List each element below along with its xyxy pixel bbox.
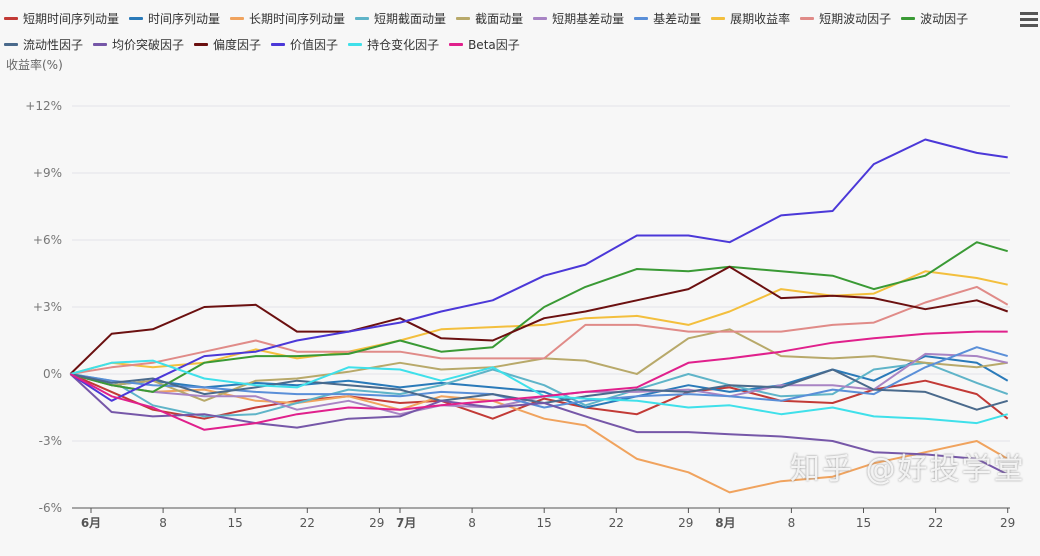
legend-swatch bbox=[533, 16, 548, 20]
x-tick-label: 6月 bbox=[81, 516, 101, 530]
legend-swatch bbox=[230, 16, 245, 20]
legend-swatch bbox=[129, 16, 144, 20]
series-line[interactable] bbox=[70, 285, 1009, 375]
x-tick-label: 22 bbox=[609, 516, 624, 530]
y-axis-label: 收益率(%) bbox=[6, 58, 63, 72]
x-tick-label: 15 bbox=[537, 516, 552, 530]
legend-label: 均价突破因子 bbox=[112, 37, 185, 52]
legend-swatch bbox=[634, 16, 649, 20]
x-tick-label: 8 bbox=[788, 516, 796, 530]
legend-label: 流动性因子 bbox=[23, 37, 84, 52]
legend-item[interactable]: 短期波动因子 bbox=[800, 8, 891, 28]
legend-swatch bbox=[194, 42, 209, 46]
x-tick-label: 8 bbox=[159, 516, 167, 530]
legend-label: 偏度因子 bbox=[213, 37, 262, 52]
series-line[interactable] bbox=[70, 241, 1008, 393]
series-line[interactable] bbox=[69, 330, 1008, 431]
x-tick-label: 29 bbox=[369, 516, 384, 530]
legend-item[interactable]: 短期基差动量 bbox=[533, 8, 624, 28]
legend-swatch bbox=[348, 42, 363, 46]
series-line[interactable] bbox=[69, 265, 1009, 375]
watermark: 知乎 @好投学堂 bbox=[790, 452, 1026, 487]
x-tick-label: 29 bbox=[678, 516, 693, 530]
legend-label: 短期截面动量 bbox=[374, 11, 447, 26]
series-line[interactable] bbox=[69, 373, 1009, 476]
y-tick-label: +12% bbox=[25, 99, 62, 113]
x-tick-label: 8月 bbox=[715, 516, 735, 530]
legend-item[interactable]: 截面动量 bbox=[456, 8, 523, 28]
x-tick-label: 29 bbox=[1000, 516, 1015, 530]
legend-label: 短期波动因子 bbox=[819, 11, 892, 26]
legend-item[interactable]: 价值因子 bbox=[271, 34, 338, 54]
chart-header: 短期时间序列动量 时间序列动量 长期时间序列动量 短期截面动量 截面动量 短期基差动量 基差… bbox=[4, 8, 1014, 72]
legend-item[interactable]: 长期时间序列动量 bbox=[230, 8, 345, 28]
legend-item[interactable]: 偏度因子 bbox=[194, 34, 261, 54]
series-line[interactable] bbox=[70, 346, 1008, 409]
menu-icon[interactable] bbox=[1020, 12, 1038, 30]
legend-item[interactable]: 均价突破因子 bbox=[93, 34, 184, 54]
legend-swatch bbox=[456, 16, 471, 20]
legend-item[interactable]: 流动性因子 bbox=[4, 34, 83, 54]
y-tick-label: +6% bbox=[33, 233, 62, 247]
legend-item[interactable]: 持仓变化因子 bbox=[348, 34, 439, 54]
legend-label: 截面动量 bbox=[475, 11, 524, 26]
y-tick-label: -6% bbox=[39, 501, 62, 515]
legend-label: 持仓变化因子 bbox=[367, 37, 440, 52]
legend-label: 短期基差动量 bbox=[552, 11, 625, 26]
legend: 短期时间序列动量 时间序列动量 长期时间序列动量 短期截面动量 截面动量 短期基差动量 基差… bbox=[4, 8, 1014, 54]
legend-swatch bbox=[271, 42, 286, 46]
legend-item[interactable]: 时间序列动量 bbox=[129, 8, 220, 28]
y-tick-label: +3% bbox=[33, 300, 62, 314]
legend-swatch bbox=[711, 16, 726, 20]
legend-swatch bbox=[449, 42, 464, 46]
legend-label: 展期收益率 bbox=[730, 11, 791, 26]
series-line[interactable] bbox=[70, 270, 1008, 375]
legend-item[interactable]: 短期时间序列动量 bbox=[4, 8, 119, 28]
legend-item[interactable]: Beta因子 bbox=[449, 34, 520, 54]
y-tick-label: 0% bbox=[43, 367, 62, 381]
legend-swatch bbox=[800, 16, 815, 20]
x-tick-label: 7月 bbox=[396, 516, 416, 530]
legend-swatch bbox=[355, 16, 370, 20]
x-tick-label: 22 bbox=[300, 516, 315, 530]
legend-label: 价值因子 bbox=[290, 37, 339, 52]
legend-item[interactable]: 展期收益率 bbox=[711, 8, 790, 28]
legend-item[interactable]: 短期截面动量 bbox=[355, 8, 446, 28]
y-tick-label: +9% bbox=[33, 166, 62, 180]
legend-swatch bbox=[93, 42, 108, 46]
legend-label: 长期时间序列动量 bbox=[249, 11, 346, 26]
legend-swatch bbox=[4, 42, 18, 46]
legend-label: 时间序列动量 bbox=[148, 11, 221, 26]
legend-item[interactable]: 基差动量 bbox=[634, 8, 701, 28]
legend-swatch bbox=[901, 16, 916, 20]
legend-item[interactable]: 波动因子 bbox=[901, 8, 968, 28]
legend-label: 短期时间序列动量 bbox=[23, 11, 120, 26]
y-tick-label: -3% bbox=[39, 434, 62, 448]
x-tick-label: 15 bbox=[856, 516, 871, 530]
x-tick-label: 22 bbox=[928, 516, 943, 530]
legend-label: Beta因子 bbox=[468, 37, 520, 52]
x-tick-label: 8 bbox=[468, 516, 476, 530]
series-line[interactable] bbox=[70, 361, 1009, 418]
x-tick-label: 15 bbox=[228, 516, 243, 530]
series-line[interactable] bbox=[69, 138, 1008, 402]
legend-swatch bbox=[4, 16, 18, 20]
legend-label: 基差动量 bbox=[653, 11, 702, 26]
legend-label: 波动因子 bbox=[920, 11, 969, 26]
